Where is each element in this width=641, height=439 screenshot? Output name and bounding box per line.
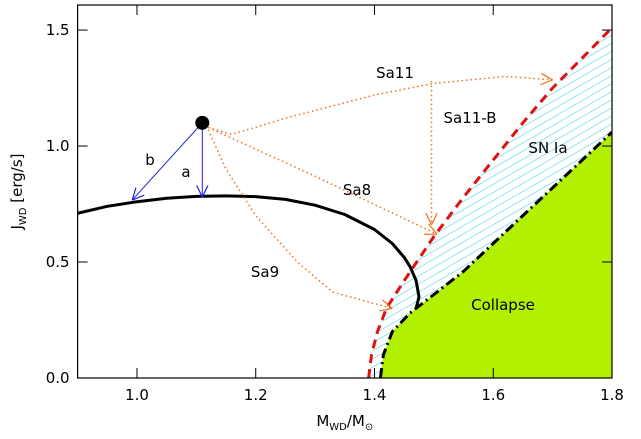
- arrow: [131, 122, 203, 201]
- y-tick-label: 0.5: [46, 253, 70, 271]
- arrow-head: [196, 185, 203, 198]
- sn-ia-region: [368, 27, 612, 378]
- arrow-head: [201, 185, 209, 198]
- annotation: Collapse: [471, 296, 535, 314]
- point: [195, 115, 210, 130]
- arrow-head: [382, 299, 393, 309]
- arrow-head: [379, 307, 393, 312]
- arrow: [207, 126, 438, 235]
- arrow-head: [428, 223, 438, 235]
- arrow-head: [425, 212, 433, 226]
- y-axis-label-part: WD: [18, 207, 29, 225]
- y-tick-label: 1.5: [46, 21, 70, 39]
- annotation: Sa11: [376, 64, 414, 82]
- arrow-head: [131, 187, 137, 201]
- annotation: Sa9: [251, 263, 279, 281]
- y-axis-label-part: [erg/s]: [8, 153, 26, 207]
- annotation: SN Ia: [528, 139, 567, 157]
- annotation: a: [181, 163, 190, 181]
- annotation: b: [145, 151, 155, 169]
- y-tick-label: 0.0: [46, 369, 70, 387]
- curve: [77, 194, 421, 309]
- x-axis-label-part: ⊙: [365, 422, 373, 433]
- x-axis-label: MWD/M⊙: [316, 412, 373, 433]
- arrow-head: [541, 72, 553, 81]
- collapse-region: [380, 132, 612, 378]
- arrow: [207, 75, 553, 136]
- y-axis-label: JWD [erg/s]: [8, 153, 29, 230]
- x-tick-label: 1.6: [481, 386, 505, 404]
- plot-frame: [76, 4, 613, 379]
- x-axis-label-part: /M: [347, 412, 365, 430]
- x-tick-label: 1.2: [244, 386, 268, 404]
- arrow-head: [430, 212, 438, 226]
- arrow-head: [132, 194, 145, 201]
- curve: [367, 26, 613, 378]
- y-tick-label: 1.0: [46, 137, 70, 155]
- annotation: Sa8: [343, 181, 371, 199]
- annotation: Sa11-B: [444, 109, 497, 127]
- x-axis-label-part: WD: [329, 422, 347, 433]
- x-tick-label: 1.8: [600, 386, 624, 404]
- y-axis-label-part: J: [8, 225, 26, 230]
- arrow-head: [540, 79, 553, 86]
- curve: [378, 131, 613, 378]
- arrow: [207, 129, 393, 310]
- x-axis-label-part: M: [316, 412, 329, 430]
- x-tick-label: 1.4: [363, 386, 387, 404]
- x-tick-label: 1.0: [125, 386, 149, 404]
- plot-area: [77, 26, 613, 378]
